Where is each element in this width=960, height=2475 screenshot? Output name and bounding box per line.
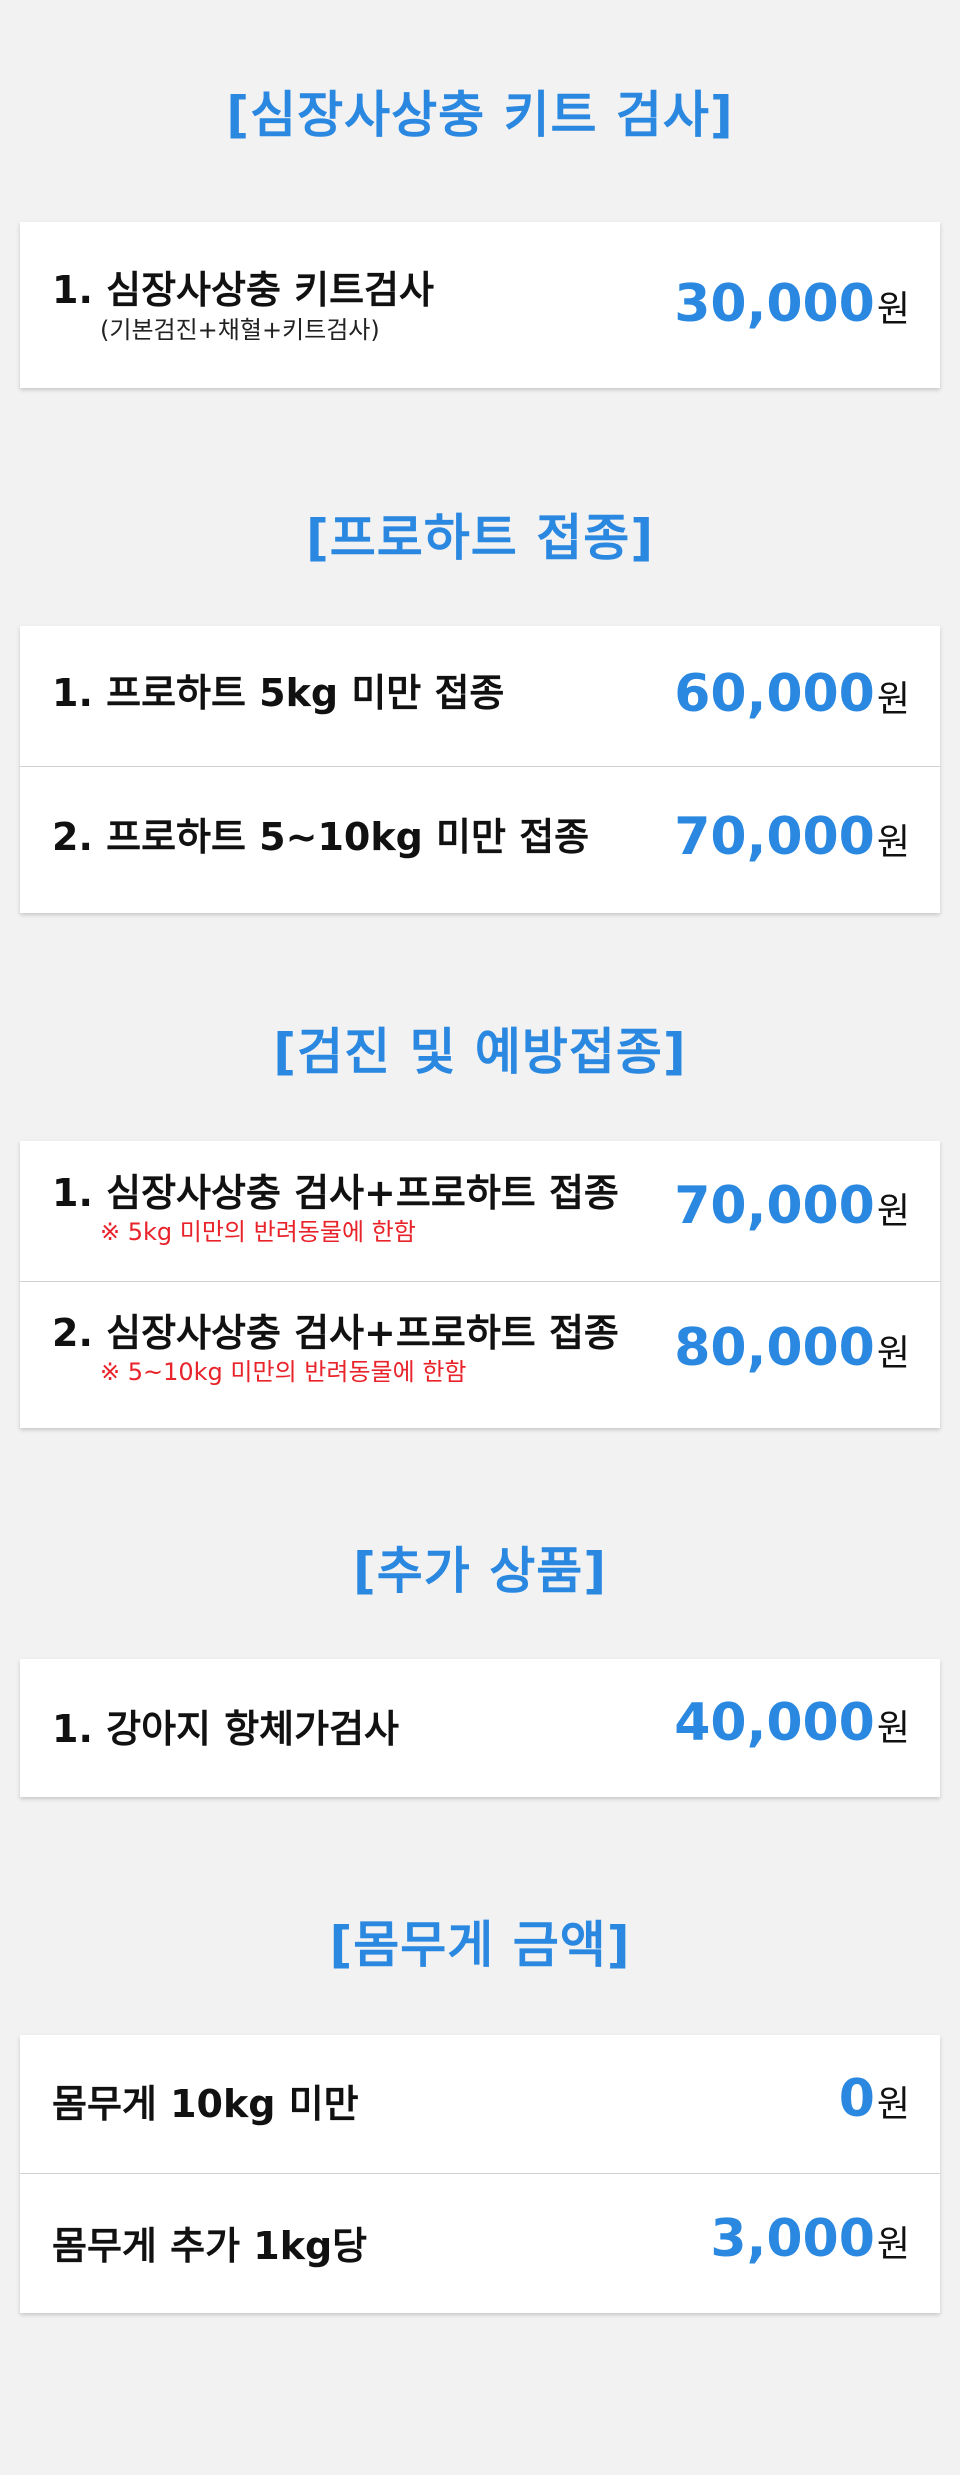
price-amount: 70,000	[674, 807, 875, 867]
price-amount: 30,000	[674, 274, 875, 334]
item-price: 0원	[839, 2069, 910, 2141]
section-title-heartworm-kit: [심장사상충 키트 검사]	[226, 86, 734, 144]
price-card-checkup-vaccination: 1. 심장사상충 검사+프로하트 접종 ※ 5kg 미만의 반려동물에 한함 7…	[20, 1141, 940, 1428]
item-name: 2. 심장사상충 검사+프로하트 접종	[52, 1311, 619, 1355]
price-unit: 원	[876, 679, 910, 720]
price-unit: 원	[876, 1191, 910, 1232]
price-row: 1. 심장사상충 검사+프로하트 접종 ※ 5kg 미만의 반려동물에 한함 7…	[20, 1141, 940, 1281]
section-title-weight-fee: [몸무게 금액]	[329, 1916, 631, 1974]
price-amount: 0	[838, 2069, 875, 2129]
item-price: 80,000원	[674, 1318, 910, 1390]
price-unit: 원	[876, 289, 910, 330]
price-amount: 3,000	[710, 2209, 875, 2269]
price-row: 2. 심장사상충 검사+프로하트 접종 ※ 5~10kg 미만의 반려동물에 한…	[20, 1281, 940, 1428]
item-name: 1. 프로하트 5kg 미만 접종	[52, 671, 505, 715]
item-price: 60,000원	[674, 664, 910, 736]
price-amount: 60,000	[674, 664, 875, 724]
item-price: 30,000원	[674, 274, 910, 346]
section-title-additional-products: [추가 상품]	[352, 1542, 608, 1600]
item-name: 2. 프로하트 5~10kg 미만 접종	[52, 815, 590, 859]
item-price: 70,000원	[674, 807, 910, 879]
item-subtitle: (기본검진+채혈+키트검사)	[100, 316, 380, 344]
price-row: 1. 심장사상충 키트검사 (기본검진+채혈+키트검사) 30,000원	[20, 222, 940, 388]
price-unit: 원	[876, 2224, 910, 2265]
item-name: 1. 심장사상충 키트검사	[52, 268, 434, 312]
section-title-checkup-vaccination: [검진 및 예방접종]	[273, 1023, 687, 1081]
item-name: 몸무게 추가 1kg당	[52, 2224, 368, 2268]
price-row: 1. 강아지 항체가검사 40,000원	[20, 1659, 940, 1797]
price-row: 2. 프로하트 5~10kg 미만 접종 70,000원	[20, 766, 940, 913]
price-unit: 원	[876, 1708, 910, 1749]
item-price: 40,000원	[674, 1693, 910, 1765]
price-card-weight-fee: 몸무게 10kg 미만 0원 몸무게 추가 1kg당 3,000원	[20, 2035, 940, 2313]
price-amount: 80,000	[674, 1318, 875, 1378]
item-name: 1. 강아지 항체가검사	[52, 1707, 400, 1751]
price-row: 몸무게 추가 1kg당 3,000원	[20, 2173, 940, 2313]
price-amount: 40,000	[674, 1693, 875, 1753]
section-title-prohart: [프로하트 접종]	[305, 509, 655, 567]
price-row: 몸무게 10kg 미만 0원	[20, 2035, 940, 2173]
price-row: 1. 프로하트 5kg 미만 접종 60,000원	[20, 626, 940, 766]
item-note: ※ 5~10kg 미만의 반려동물에 한함	[100, 1358, 467, 1386]
item-name: 몸무게 10kg 미만	[52, 2082, 359, 2126]
price-unit: 원	[876, 1333, 910, 1374]
price-unit: 원	[876, 822, 910, 863]
price-unit: 원	[876, 2084, 910, 2125]
item-price: 3,000원	[710, 2209, 910, 2281]
item-price: 70,000원	[674, 1176, 910, 1248]
price-card-prohart: 1. 프로하트 5kg 미만 접종 60,000원 2. 프로하트 5~10kg…	[20, 626, 940, 913]
price-card-additional-products: 1. 강아지 항체가검사 40,000원	[20, 1659, 940, 1797]
price-amount: 70,000	[674, 1176, 875, 1236]
item-note: ※ 5kg 미만의 반려동물에 한함	[100, 1218, 416, 1246]
price-card-heartworm-kit: 1. 심장사상충 키트검사 (기본검진+채혈+키트검사) 30,000원	[20, 222, 940, 388]
item-name: 1. 심장사상충 검사+프로하트 접종	[52, 1171, 619, 1215]
